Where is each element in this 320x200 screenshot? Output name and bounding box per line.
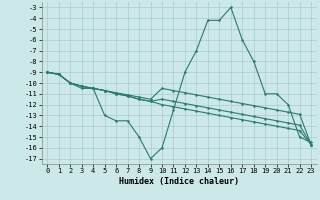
X-axis label: Humidex (Indice chaleur): Humidex (Indice chaleur)	[119, 177, 239, 186]
